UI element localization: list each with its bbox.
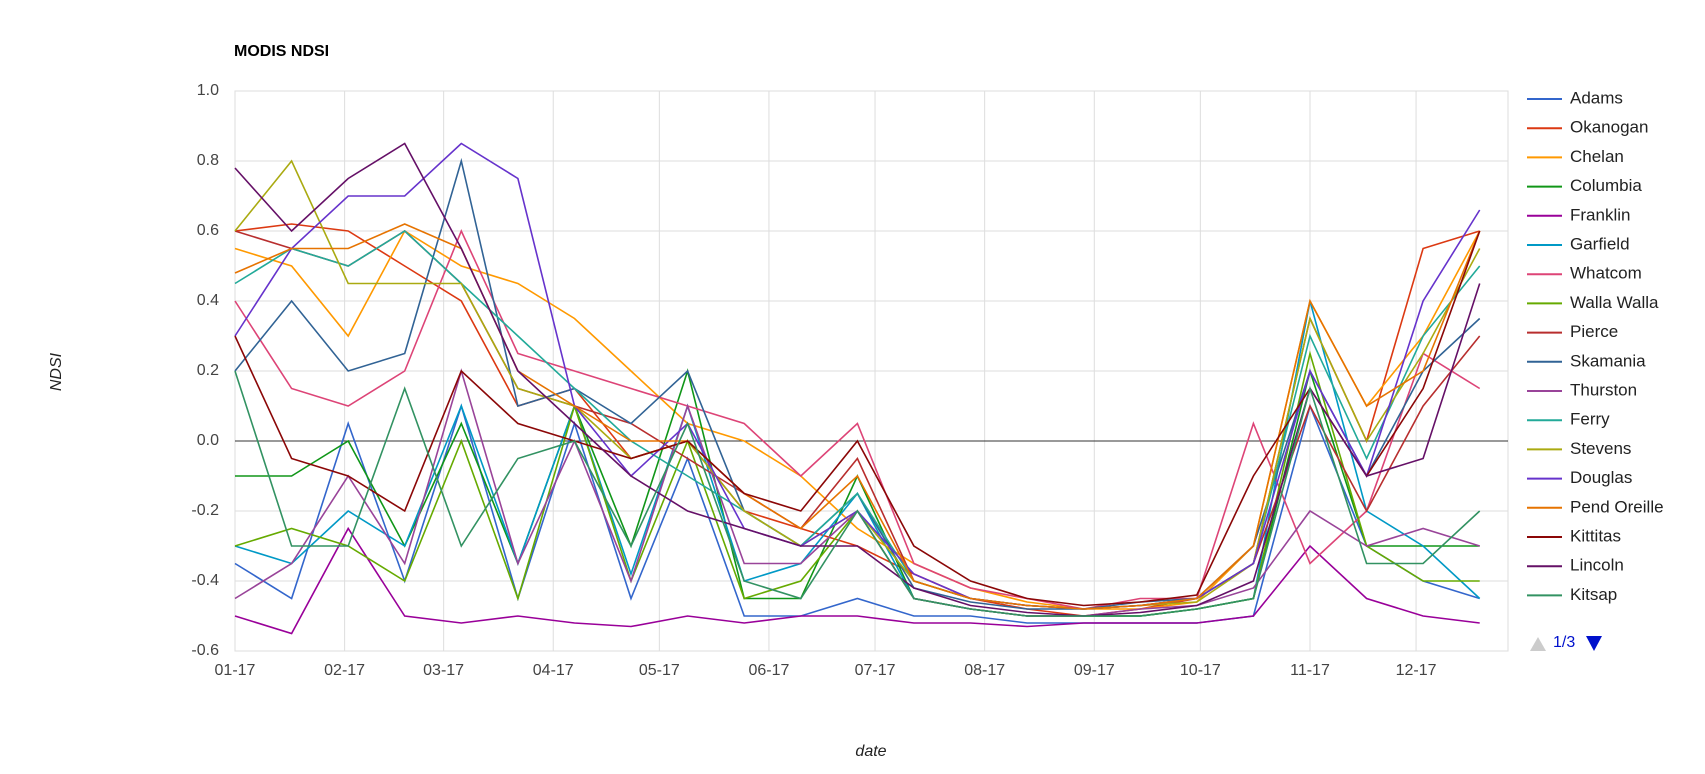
y-tick-label: 0.4 <box>197 292 219 309</box>
series-line <box>234 230 1481 607</box>
y-tick-label: 0.0 <box>197 432 219 449</box>
series-line <box>234 223 1481 610</box>
x-tick-label: 01-17 <box>215 662 256 679</box>
y-tick-label: -0.6 <box>191 642 219 659</box>
series-line <box>234 228 1481 610</box>
x-tick-label: 05-17 <box>639 662 680 679</box>
pager-label: 1/3 <box>1553 634 1575 651</box>
y-axis-title: NDSI <box>48 352 65 391</box>
series-line <box>234 159 1481 610</box>
legend-label: Douglas <box>1570 468 1632 487</box>
series-line <box>234 229 1481 610</box>
pager-prev[interactable] <box>1530 637 1546 651</box>
x-tick-label: 11-17 <box>1290 662 1330 679</box>
legend-label: Walla Walla <box>1570 293 1659 312</box>
pager-next[interactable] <box>1586 636 1602 651</box>
legend-label: Pierce <box>1570 322 1618 341</box>
chart-title: MODIS NDSI <box>234 43 329 60</box>
legend-label: Kitsap <box>1570 585 1617 604</box>
legend-label: Whatcom <box>1570 264 1642 283</box>
x-tick-label: 10-17 <box>1180 662 1221 679</box>
y-tick-label: -0.4 <box>191 572 219 589</box>
x-tick-label: 04-17 <box>533 662 574 679</box>
series-line <box>234 157 1481 610</box>
x-tick-label: 02-17 <box>324 662 365 679</box>
series-line <box>234 526 1480 635</box>
legend-pager[interactable]: 1/3 <box>1530 634 1602 651</box>
y-tick-label: -0.2 <box>191 502 219 519</box>
legend-label: Stevens <box>1570 439 1631 458</box>
x-tick-label: 08-17 <box>964 662 1005 679</box>
legend-label: Skamania <box>1570 351 1646 370</box>
legend-label: Adams <box>1570 88 1623 107</box>
y-tick-label: 0.8 <box>197 152 219 169</box>
y-tick-label: 0.6 <box>197 222 219 239</box>
legend-label: Thurston <box>1570 380 1637 399</box>
x-tick-label: 03-17 <box>423 662 464 679</box>
y-tick-label: 0.2 <box>197 362 219 379</box>
x-axis-title: date <box>855 743 886 760</box>
legend-label: Columbia <box>1570 176 1642 195</box>
legend-label: Okanogan <box>1570 118 1648 137</box>
legend-label: Garfield <box>1570 234 1630 253</box>
legend-label: Lincoln <box>1570 556 1624 575</box>
series-line <box>234 142 1481 617</box>
series-line <box>234 370 1481 617</box>
legend-label: Franklin <box>1570 205 1630 224</box>
series-line <box>234 229 1481 610</box>
legend-label: Ferry <box>1570 410 1610 429</box>
x-tick-label: 07-17 <box>855 662 896 679</box>
x-tick-label: 12-17 <box>1396 662 1437 679</box>
legend-label: Pend Oreille <box>1570 497 1664 516</box>
legend-label: Chelan <box>1570 147 1624 166</box>
x-tick-label: 06-17 <box>748 662 789 679</box>
series-line <box>234 229 1481 610</box>
x-tick-label: 09-17 <box>1074 662 1115 679</box>
y-tick-label: 1.0 <box>197 82 219 99</box>
legend-label: Kittitas <box>1570 526 1621 545</box>
